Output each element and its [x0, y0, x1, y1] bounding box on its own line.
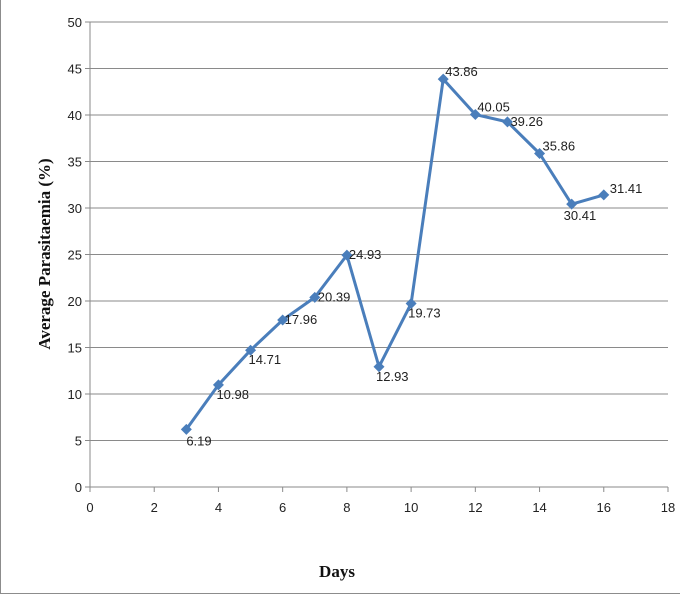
y-tick-label: 35 — [68, 155, 82, 170]
data-point-marker — [566, 198, 578, 210]
data-point-marker — [245, 344, 257, 356]
data-label: 35.86 — [543, 139, 576, 154]
series-line — [185, 77, 605, 431]
data-point-marker — [501, 116, 513, 128]
data-series — [180, 73, 610, 435]
data-label: 39.26 — [510, 114, 543, 129]
data-point-marker — [341, 249, 353, 261]
x-tick-label: 0 — [86, 500, 93, 515]
data-label: 17.96 — [285, 312, 318, 327]
x-tick-label: 10 — [404, 500, 418, 515]
data-label: 20.39 — [318, 289, 351, 304]
data-point-marker — [598, 189, 610, 201]
x-tick-label: 6 — [279, 500, 286, 515]
data-point-marker — [373, 361, 385, 373]
y-tick-labels: 0 5 10 15 20 25 30 35 40 45 50 — [68, 15, 82, 495]
x-tick-label: 8 — [343, 500, 350, 515]
data-point-marker — [277, 314, 289, 326]
data-point-marker — [212, 379, 224, 391]
data-label: 24.93 — [349, 247, 382, 262]
y-tick-label: 0 — [75, 480, 82, 495]
x-tick-label: 2 — [151, 500, 158, 515]
data-point-marker — [437, 73, 449, 85]
data-point-marker — [534, 148, 546, 160]
y-tick-label: 20 — [68, 294, 82, 309]
y-tick-label: 30 — [68, 201, 82, 216]
x-axis-title: Days — [319, 562, 355, 581]
y-tick-label: 40 — [68, 108, 82, 123]
data-label: 10.98 — [216, 387, 249, 402]
y-tick-label: 15 — [68, 341, 82, 356]
data-point-marker — [405, 298, 417, 310]
axes — [85, 21, 669, 492]
x-tick-label: 4 — [215, 500, 222, 515]
x-tick-label: 14 — [532, 500, 546, 515]
data-label: 31.41 — [610, 181, 643, 196]
y-tick-label: 25 — [68, 248, 82, 263]
data-label: 6.19 — [186, 433, 211, 448]
data-label: 40.05 — [477, 100, 510, 115]
x-tick-labels: 0 2 4 6 8 10 12 14 16 18 — [86, 500, 675, 515]
data-label: 12.93 — [376, 369, 409, 384]
y-axis-title: Average Parasitaemia (%) — [35, 158, 54, 349]
data-label: 43.86 — [445, 64, 478, 79]
data-point-marker — [309, 291, 321, 303]
y-tick-label: 45 — [68, 62, 82, 77]
x-tick-label: 12 — [468, 500, 482, 515]
y-tick-label: 10 — [68, 387, 82, 402]
data-point-marker — [469, 109, 481, 121]
y-tick-label: 50 — [68, 15, 82, 30]
data-label: 19.73 — [408, 306, 441, 321]
data-label: 14.71 — [249, 352, 282, 367]
data-label: 30.41 — [564, 208, 597, 223]
gridlines — [90, 21, 668, 441]
x-tick-label: 18 — [661, 500, 675, 515]
y-tick-label: 5 — [75, 434, 82, 449]
data-point-marker — [180, 423, 192, 435]
x-tick-label: 16 — [597, 500, 611, 515]
